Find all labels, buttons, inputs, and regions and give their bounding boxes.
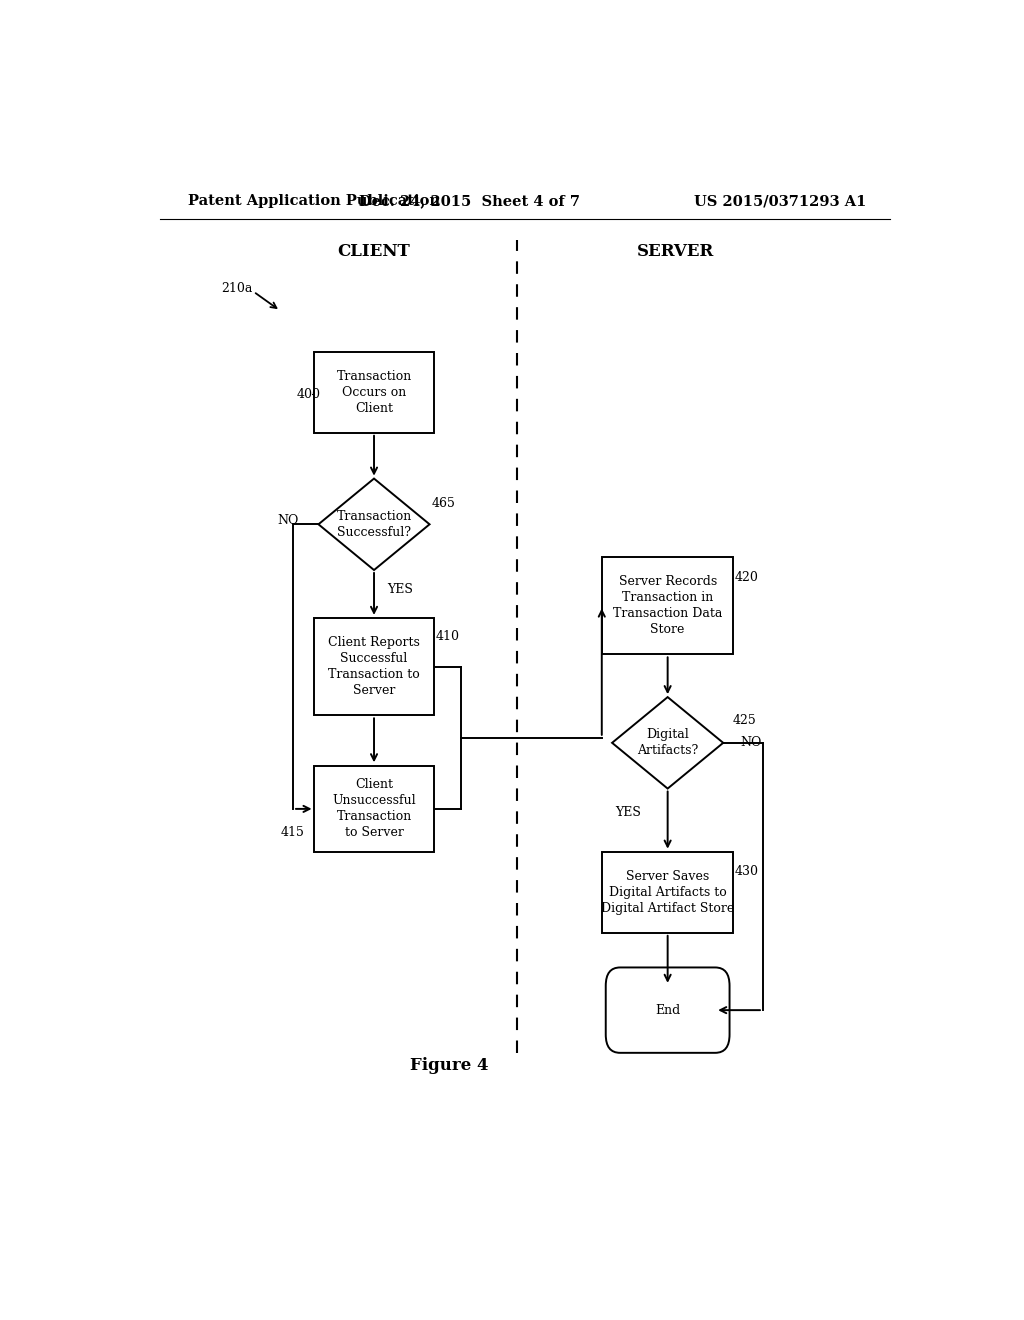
Text: Figure 4: Figure 4 — [410, 1056, 488, 1073]
FancyBboxPatch shape — [602, 851, 733, 933]
FancyBboxPatch shape — [314, 766, 433, 853]
Text: NO: NO — [740, 737, 762, 750]
Text: Server Saves
Digital Artifacts to
Digital Artifact Store: Server Saves Digital Artifacts to Digita… — [601, 870, 734, 915]
Text: End: End — [655, 1003, 680, 1016]
Polygon shape — [318, 479, 430, 570]
FancyBboxPatch shape — [602, 557, 733, 653]
Text: Client Reports
Successful
Transaction to
Server: Client Reports Successful Transaction to… — [328, 636, 420, 697]
Text: 425: 425 — [733, 714, 757, 727]
Text: Dec. 24, 2015  Sheet 4 of 7: Dec. 24, 2015 Sheet 4 of 7 — [358, 194, 580, 209]
Text: SERVER: SERVER — [637, 243, 714, 260]
Text: YES: YES — [387, 583, 413, 595]
FancyBboxPatch shape — [314, 618, 433, 715]
FancyBboxPatch shape — [606, 968, 729, 1053]
Text: Transaction
Occurs on
Client: Transaction Occurs on Client — [337, 370, 412, 414]
Text: Server Records
Transaction in
Transaction Data
Store: Server Records Transaction in Transactio… — [613, 576, 722, 636]
Text: 430: 430 — [735, 866, 759, 878]
Text: Digital
Artifacts?: Digital Artifacts? — [637, 729, 698, 758]
FancyBboxPatch shape — [314, 351, 433, 433]
Text: NO: NO — [278, 513, 299, 527]
Polygon shape — [612, 697, 723, 788]
Text: 210a: 210a — [221, 282, 253, 294]
Text: Client
Unsuccessful
Transaction
to Server: Client Unsuccessful Transaction to Serve… — [332, 779, 416, 840]
Text: Patent Application Publication: Patent Application Publication — [187, 194, 439, 209]
Text: YES: YES — [615, 807, 641, 820]
Text: US 2015/0371293 A1: US 2015/0371293 A1 — [693, 194, 866, 209]
Text: 415: 415 — [281, 826, 304, 838]
Text: 400: 400 — [297, 388, 322, 401]
Text: Transaction
Successful?: Transaction Successful? — [337, 510, 412, 539]
Text: 420: 420 — [735, 570, 759, 583]
Text: 410: 410 — [436, 630, 460, 643]
Text: CLIENT: CLIENT — [338, 243, 411, 260]
Text: 465: 465 — [431, 498, 455, 511]
